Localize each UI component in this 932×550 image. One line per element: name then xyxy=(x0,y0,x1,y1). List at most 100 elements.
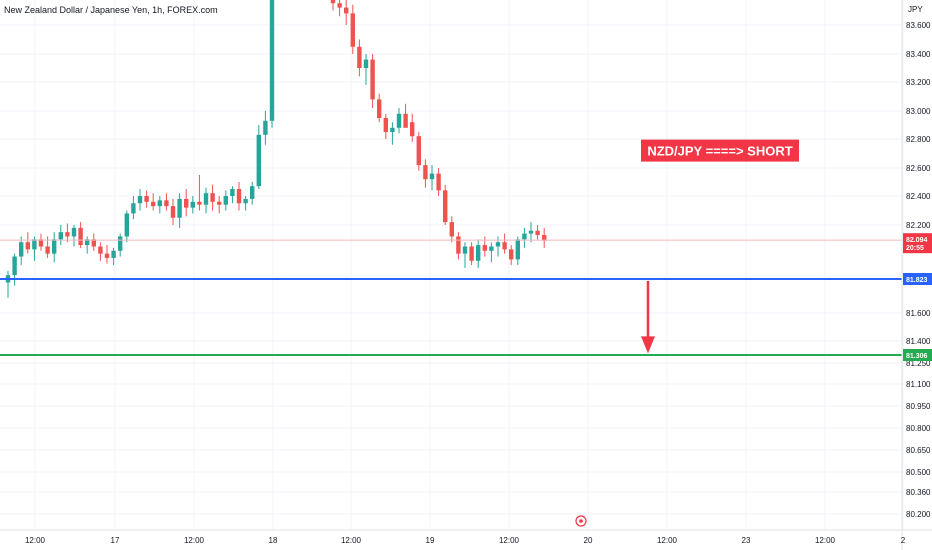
candle-body xyxy=(403,113,408,128)
candle-body xyxy=(223,196,228,205)
candle-body xyxy=(469,246,474,261)
candle-body xyxy=(118,236,123,251)
candle xyxy=(357,39,362,77)
time-tick-label: 12:00 xyxy=(184,536,205,545)
candle xyxy=(429,165,435,191)
annotation-text: NZD/JPY ====> SHORT xyxy=(647,144,792,159)
candle-body xyxy=(489,246,494,251)
candle-body xyxy=(45,246,50,254)
candle-body xyxy=(456,236,461,254)
candle-body xyxy=(357,46,362,68)
price-axis[interactable]: 83.600 83.400 83.200 83.000 82.800 82.600 82.4… xyxy=(906,21,931,519)
candle xyxy=(469,242,474,266)
level-badge-bg xyxy=(903,349,932,361)
candle xyxy=(197,175,202,211)
symbol-title: New Zealand Dollar / Japanese Yen, 1h, F… xyxy=(4,5,218,15)
candle-body xyxy=(410,122,415,137)
candle-body xyxy=(78,227,83,246)
time-tick-label: 23 xyxy=(742,536,751,545)
candle xyxy=(436,168,441,196)
candle-body xyxy=(522,233,527,240)
candle-body xyxy=(396,113,402,128)
candle xyxy=(236,182,242,211)
short-annotation[interactable]: NZD/JPY ====> SHORT xyxy=(641,139,799,162)
candle xyxy=(151,193,156,211)
candle-body xyxy=(383,118,388,132)
price-tick-label: 82.800 xyxy=(906,135,931,144)
candle-body xyxy=(12,256,17,276)
candle xyxy=(118,233,123,257)
candle-body xyxy=(429,173,435,180)
price-tick-label: 80.360 xyxy=(906,488,931,497)
level-price-badge: 81.823 xyxy=(903,273,932,285)
candle-body xyxy=(144,196,149,202)
candle xyxy=(157,196,162,214)
candle xyxy=(337,0,342,17)
candle-body xyxy=(32,239,37,250)
candle xyxy=(528,222,534,243)
candle xyxy=(449,216,454,243)
candle-body xyxy=(344,7,349,14)
candle-body xyxy=(190,201,195,208)
candle-body xyxy=(65,232,70,237)
candle xyxy=(256,125,261,189)
candle-body xyxy=(177,198,182,218)
candle xyxy=(45,236,50,258)
candle xyxy=(370,54,375,109)
candle xyxy=(542,227,547,248)
candle-body xyxy=(98,246,103,254)
candle xyxy=(383,113,388,139)
candle xyxy=(476,239,481,268)
price-levels xyxy=(0,239,902,356)
candle-body xyxy=(436,173,441,191)
candle-body xyxy=(52,239,57,254)
time-tick-label: 2 xyxy=(901,536,906,545)
candle-body xyxy=(509,249,514,260)
candle-body xyxy=(85,239,90,246)
down-arrow[interactable] xyxy=(641,280,655,354)
candle xyxy=(170,198,176,225)
price-tick-label: 82.200 xyxy=(906,221,931,230)
event-marker[interactable] xyxy=(575,515,587,527)
event-marker-dot xyxy=(579,519,583,523)
chart-grid xyxy=(0,0,904,530)
level-badge-bg xyxy=(903,273,932,285)
candle xyxy=(423,159,428,188)
candle xyxy=(5,270,11,298)
candle-body xyxy=(363,59,369,68)
currency-label: JPY xyxy=(908,5,923,14)
candle-body xyxy=(515,239,520,260)
candle xyxy=(489,242,494,263)
arrow-head xyxy=(641,336,655,354)
candle-body xyxy=(197,201,202,205)
candle-body xyxy=(91,239,96,247)
price-tick-label: 83.600 xyxy=(906,21,931,30)
time-axis[interactable]: 12:00 17 12:00 18 12:00 19 12:00 20 12:00 23 12:00… xyxy=(25,536,906,545)
candle xyxy=(52,232,57,263)
candle xyxy=(502,233,507,254)
candle xyxy=(104,245,110,264)
candle xyxy=(443,184,448,225)
candle-body xyxy=(25,242,30,250)
price-tick-label: 81.250 xyxy=(906,359,931,368)
time-tick-label: 18 xyxy=(269,536,278,545)
candle xyxy=(65,223,70,243)
price-tick-label: 80.200 xyxy=(906,510,931,519)
candle xyxy=(38,233,44,251)
candle-body xyxy=(243,198,248,204)
candle xyxy=(78,222,83,248)
candle xyxy=(177,193,182,228)
price-tick-label: 80.650 xyxy=(906,446,931,455)
level-price-badge: 81.306 xyxy=(903,349,932,361)
candle xyxy=(190,196,195,214)
candle-body xyxy=(137,196,143,204)
candle xyxy=(230,186,235,204)
candle xyxy=(19,236,24,266)
candle xyxy=(58,225,63,246)
candle-body xyxy=(476,245,481,261)
candle xyxy=(124,210,129,243)
candle-body xyxy=(170,206,176,218)
candle xyxy=(535,225,540,240)
